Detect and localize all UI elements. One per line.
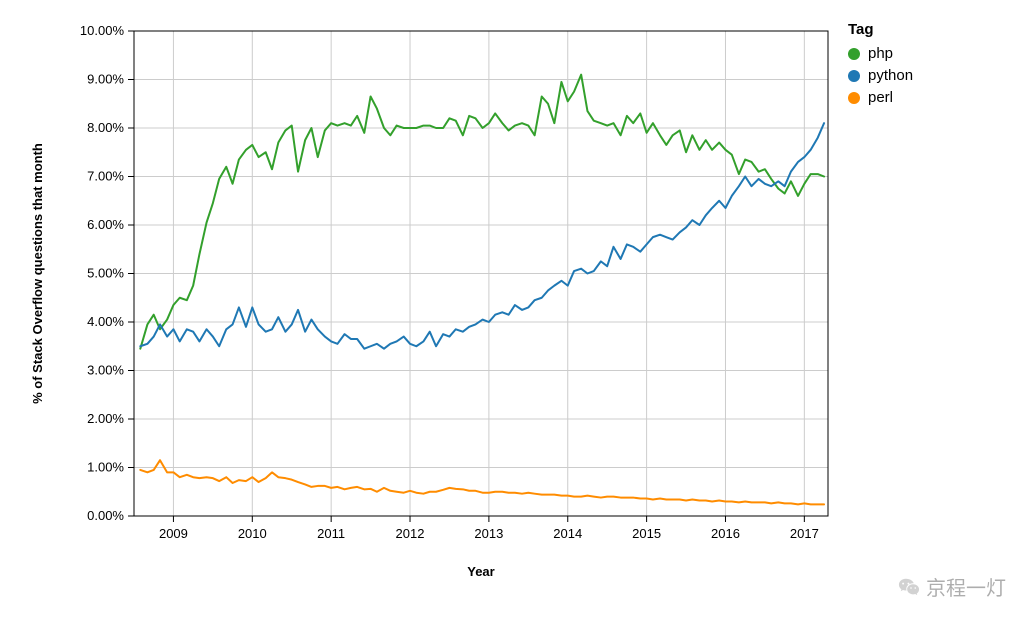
x-tick-label: 2010 [238,526,267,541]
y-tick-label: 9.00% [87,72,124,87]
legend-marker-php [848,48,860,60]
y-tick-label: 5.00% [87,266,124,281]
y-tick-label: 10.00% [80,23,125,38]
y-tick-label: 1.00% [87,460,124,475]
y-tick-label: 0.00% [87,508,124,523]
y-tick-label: 2.00% [87,411,124,426]
x-tick-label: 2013 [474,526,503,541]
legend-title: Tag [848,21,874,38]
x-tick-label: 2009 [159,526,188,541]
y-tick-label: 8.00% [87,120,124,135]
legend-label-python: python [868,67,913,84]
y-tick-label: 7.00% [87,169,124,184]
y-axis-label: % of Stack Overflow questions that month [30,143,45,404]
y-tick-label: 4.00% [87,314,124,329]
x-tick-label: 2015 [632,526,661,541]
y-tick-label: 3.00% [87,363,124,378]
x-tick-label: 2014 [553,526,582,541]
legend-label-php: php [868,45,893,62]
legend-marker-python [848,70,860,82]
x-axis-label: Year [467,564,494,579]
x-tick-label: 2012 [396,526,425,541]
chart-root: 2009 2010 2011 2012 2013 2014 2015 2016 2017 0.00… [0,0,1024,621]
line-chart: 2009 2010 2011 2012 2013 2014 2015 2016 2017 0.00… [0,0,1024,621]
legend-marker-perl [848,92,860,104]
y-tick-label: 6.00% [87,217,124,232]
x-tick-label: 2011 [317,526,345,541]
x-tick-label: 2016 [711,526,740,541]
legend-label-perl: perl [868,89,893,106]
x-tick-label: 2017 [790,526,819,541]
